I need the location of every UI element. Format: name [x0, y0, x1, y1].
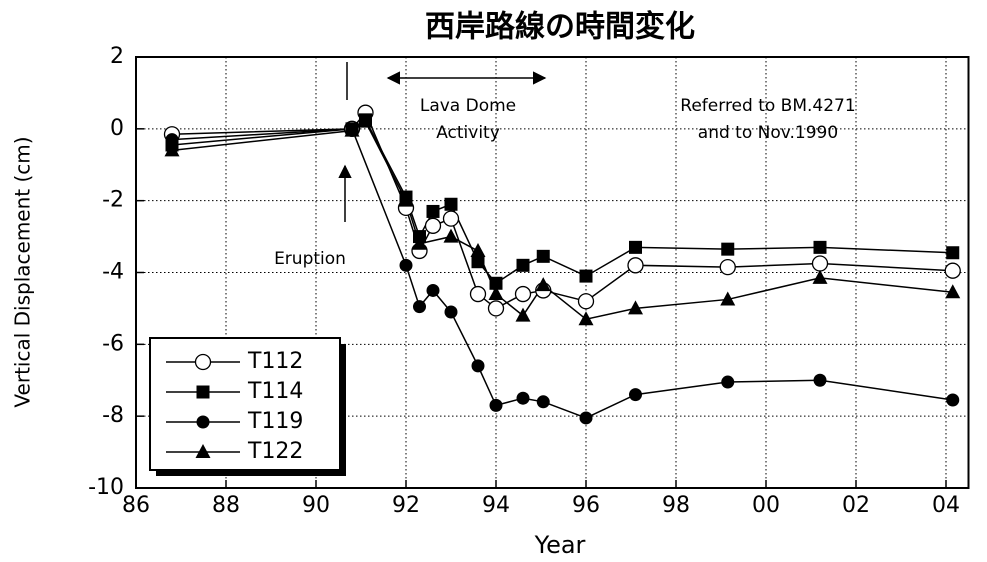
y-tick-label: -10	[88, 475, 124, 500]
legend-label: T112	[247, 349, 303, 374]
marker	[487, 300, 505, 317]
marker	[629, 388, 642, 402]
marker	[488, 286, 504, 301]
annotation: Eruption	[274, 249, 346, 269]
marker	[399, 258, 413, 272]
marker	[469, 285, 487, 303]
marker	[489, 398, 503, 412]
marker	[813, 373, 827, 387]
x-tick-label: 92	[392, 493, 420, 518]
marker	[443, 228, 459, 243]
marker	[628, 300, 643, 315]
x-axis-label: Year	[534, 531, 586, 559]
marker	[196, 385, 210, 399]
x-tick-label: 86	[122, 493, 150, 518]
marker	[358, 113, 373, 128]
legend-label: T119	[247, 409, 303, 434]
marker	[426, 204, 440, 218]
legend-label: T114	[247, 379, 303, 404]
marker	[535, 277, 551, 292]
marker	[165, 133, 179, 147]
marker	[577, 293, 595, 310]
marker	[516, 258, 530, 272]
marker	[442, 210, 460, 227]
marker	[489, 276, 503, 290]
marker	[196, 415, 210, 429]
marker	[579, 411, 593, 425]
marker	[412, 235, 427, 250]
marker	[471, 255, 485, 269]
y-tick-label: -8	[102, 403, 124, 428]
legend-box	[149, 337, 341, 471]
marker	[426, 283, 440, 297]
marker	[516, 391, 530, 405]
marker	[536, 395, 550, 409]
marker	[515, 307, 531, 322]
marker	[629, 240, 642, 254]
marker	[514, 285, 532, 303]
annotation: Referred to BM.4271	[680, 96, 855, 116]
x-tick-label: 02	[842, 493, 870, 518]
marker	[344, 122, 360, 137]
marker	[811, 255, 829, 272]
marker	[470, 242, 486, 257]
marker	[721, 242, 735, 256]
marker	[812, 269, 828, 284]
y-tick-label: 2	[110, 44, 124, 69]
x-tick-label: 88	[212, 493, 240, 518]
x-tick-label: 00	[752, 493, 780, 518]
marker	[813, 240, 827, 254]
marker	[719, 258, 736, 276]
x-tick-label: 94	[482, 493, 510, 518]
marker	[444, 197, 458, 211]
marker	[536, 249, 550, 263]
marker	[424, 217, 442, 234]
marker	[579, 269, 593, 283]
marker	[471, 359, 485, 373]
marker	[946, 393, 960, 407]
marker	[413, 300, 426, 314]
y-tick-label: 0	[110, 116, 124, 141]
marker	[444, 305, 458, 319]
annotation: and to Nov.1990	[698, 123, 838, 143]
marker	[398, 192, 414, 207]
plot-frame	[135, 56, 970, 489]
marker	[194, 353, 212, 371]
marker	[164, 142, 180, 157]
marker	[721, 375, 735, 389]
y-tick-label: -4	[102, 260, 124, 285]
marker	[578, 311, 594, 326]
x-tick-label: 04	[932, 493, 960, 518]
y-axis-label: Vertical Displacement (cm)	[11, 136, 35, 407]
annotation: Lava Dome	[420, 96, 516, 116]
marker	[946, 246, 960, 260]
chart-title: 西岸路線の時間変化	[425, 10, 695, 45]
x-tick-label: 98	[662, 493, 690, 518]
marker	[944, 262, 961, 279]
x-tick-label: 96	[572, 493, 600, 518]
marker	[945, 284, 961, 299]
legend-label: T122	[247, 439, 303, 464]
y-tick-label: -6	[102, 331, 124, 356]
x-tick-label: 90	[302, 493, 330, 518]
marker	[627, 257, 644, 274]
marker	[720, 291, 736, 306]
legend: T112 T114 T119 T122	[149, 337, 346, 476]
annotation: Activity	[436, 123, 500, 143]
marker	[195, 444, 211, 458]
series-line	[171, 120, 953, 321]
y-tick-label: -2	[102, 188, 124, 213]
